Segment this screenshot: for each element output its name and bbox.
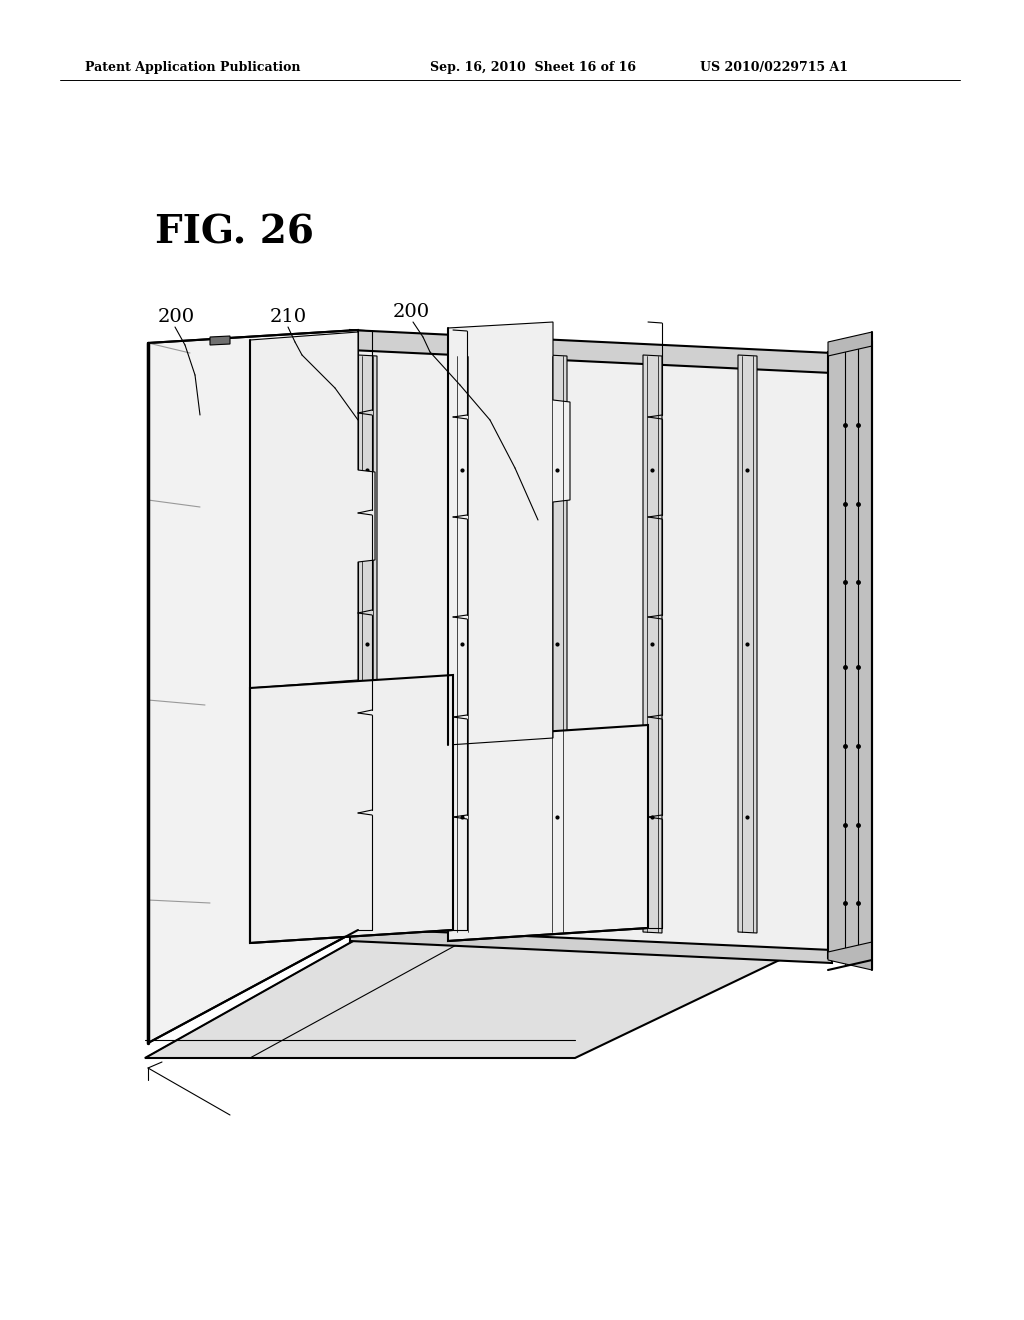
- Polygon shape: [738, 355, 757, 933]
- Polygon shape: [358, 355, 377, 933]
- Polygon shape: [210, 337, 230, 345]
- Polygon shape: [355, 337, 830, 957]
- Polygon shape: [449, 725, 648, 941]
- Text: US 2010/0229715 A1: US 2010/0229715 A1: [700, 62, 848, 74]
- Polygon shape: [828, 342, 872, 968]
- Polygon shape: [643, 355, 662, 933]
- Polygon shape: [250, 333, 375, 688]
- Polygon shape: [250, 675, 453, 942]
- Text: 200: 200: [158, 308, 196, 326]
- Polygon shape: [350, 928, 831, 964]
- Polygon shape: [148, 330, 358, 1043]
- Text: Sep. 16, 2010  Sheet 16 of 16: Sep. 16, 2010 Sheet 16 of 16: [430, 62, 636, 74]
- Polygon shape: [828, 942, 872, 970]
- Text: 210: 210: [270, 308, 307, 326]
- Polygon shape: [449, 322, 570, 744]
- Polygon shape: [145, 940, 790, 1059]
- Polygon shape: [350, 330, 831, 374]
- Polygon shape: [453, 355, 472, 933]
- Text: 200: 200: [393, 304, 430, 321]
- Polygon shape: [548, 355, 567, 933]
- Polygon shape: [828, 333, 872, 356]
- Text: Patent Application Publication: Patent Application Publication: [85, 62, 300, 74]
- Text: FIG. 26: FIG. 26: [155, 213, 314, 251]
